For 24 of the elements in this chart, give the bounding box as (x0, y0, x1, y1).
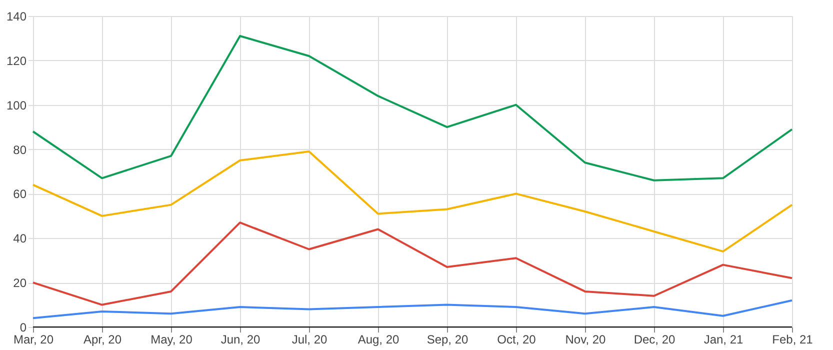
x-tick-label: Apr, 20 (83, 332, 122, 346)
line-series (32, 150, 793, 252)
x-tick-label: May, 20 (150, 332, 193, 346)
y-tick-label: 0 (20, 320, 27, 334)
x-tick-label: Oct, 20 (497, 332, 536, 346)
x-tick-label: Feb, 21 (772, 332, 814, 346)
y-tick-label: 20 (13, 276, 27, 290)
y-tick-label: 140 (6, 10, 27, 24)
x-tick-label: Sep, 20 (426, 332, 469, 346)
y-tick-label: 40 (13, 232, 27, 246)
x-tick-label: Jun, 20 (220, 332, 260, 346)
x-tick-label: Dec, 20 (634, 332, 676, 346)
x-tick-label: Jul, 20 (292, 332, 328, 346)
x-tick-label: Nov, 20 (565, 332, 606, 346)
y-tick-label: 120 (6, 54, 27, 68)
x-tick-label: Mar, 20 (13, 332, 54, 346)
line-series (32, 222, 793, 306)
line-series (32, 34, 793, 182)
line-series (32, 299, 793, 320)
y-tick-label: 60 (13, 187, 27, 202)
x-tick-label: Aug, 20 (358, 332, 400, 346)
y-tick-label: 100 (6, 98, 27, 112)
x-tick-label: Jan, 21 (704, 332, 744, 346)
y-tick-label: 80 (13, 142, 27, 157)
